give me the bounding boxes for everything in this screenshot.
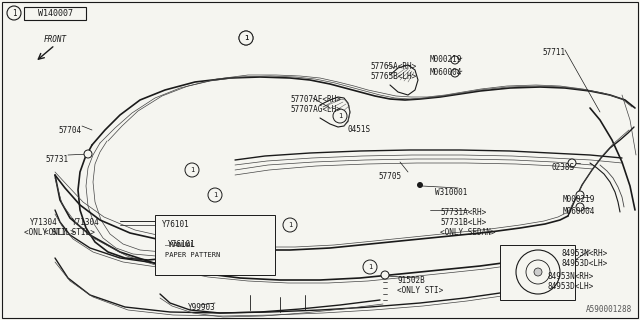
- Circle shape: [239, 31, 253, 45]
- Circle shape: [381, 271, 389, 279]
- Circle shape: [208, 188, 222, 202]
- Text: W140007: W140007: [38, 9, 72, 18]
- Circle shape: [84, 150, 92, 158]
- Text: 84953D<LH>: 84953D<LH>: [562, 259, 608, 268]
- Text: 57765B<LH>: 57765B<LH>: [370, 72, 416, 81]
- Circle shape: [576, 203, 584, 211]
- Text: 1: 1: [12, 9, 16, 18]
- Bar: [500, 245, 575, 300]
- Text: —MANUAL: —MANUAL: [165, 242, 195, 248]
- Text: 57707AG<LH>: 57707AG<LH>: [290, 105, 341, 114]
- Text: 84953N<RH>: 84953N<RH>: [562, 249, 608, 258]
- Text: FRONT: FRONT: [44, 35, 67, 44]
- Circle shape: [283, 218, 297, 232]
- Text: 57704: 57704: [58, 126, 81, 135]
- Text: Y71304: Y71304: [30, 218, 58, 227]
- Text: 0238S: 0238S: [552, 163, 575, 172]
- Text: M000219: M000219: [430, 55, 462, 64]
- Text: W310001: W310001: [435, 188, 467, 197]
- Circle shape: [451, 56, 459, 64]
- Text: 84953D<LH>: 84953D<LH>: [547, 282, 593, 291]
- Text: 57705: 57705: [378, 172, 401, 181]
- Circle shape: [333, 109, 347, 123]
- Text: 1: 1: [190, 167, 194, 173]
- Text: M060004: M060004: [430, 68, 462, 77]
- Text: 57765A<RH>: 57765A<RH>: [370, 62, 416, 71]
- Text: Y99903: Y99903: [188, 303, 216, 312]
- Circle shape: [576, 191, 584, 199]
- Text: 57731: 57731: [45, 155, 68, 164]
- Circle shape: [239, 31, 253, 45]
- Text: 91502B: 91502B: [397, 276, 425, 285]
- Circle shape: [417, 182, 423, 188]
- Circle shape: [7, 6, 21, 20]
- Text: A590001288: A590001288: [586, 305, 632, 314]
- Circle shape: [526, 260, 550, 284]
- Circle shape: [363, 260, 377, 274]
- Text: 1: 1: [338, 113, 342, 119]
- Circle shape: [534, 268, 542, 276]
- Text: M000219: M000219: [563, 195, 595, 204]
- Text: PAPER PATTERN: PAPER PATTERN: [165, 252, 220, 258]
- Text: Y71304: Y71304: [72, 218, 100, 227]
- Text: 84953N<RH>: 84953N<RH>: [547, 272, 593, 281]
- Circle shape: [451, 69, 459, 77]
- Text: 57731A<RH>: 57731A<RH>: [440, 208, 486, 217]
- Text: 57711: 57711: [542, 48, 565, 57]
- Circle shape: [568, 159, 576, 167]
- Text: Y76101: Y76101: [162, 220, 189, 229]
- Text: 1: 1: [244, 35, 248, 41]
- Text: 0451S: 0451S: [348, 125, 371, 134]
- Text: <ONLY STI>: <ONLY STI>: [397, 286, 444, 295]
- Text: 57707AF<RH>: 57707AF<RH>: [290, 95, 341, 104]
- Text: <ONLY SEDAN>: <ONLY SEDAN>: [440, 228, 495, 237]
- Circle shape: [516, 250, 560, 294]
- Text: 1: 1: [368, 264, 372, 270]
- Text: 1: 1: [244, 35, 248, 41]
- Text: Y76101: Y76101: [168, 240, 196, 249]
- Text: 57731B<LH>: 57731B<LH>: [440, 218, 486, 227]
- Bar: [155, 215, 275, 275]
- Circle shape: [185, 163, 199, 177]
- Bar: [24, 7, 86, 20]
- Text: <ONLY STIL>: <ONLY STIL>: [44, 228, 95, 237]
- Text: 1: 1: [213, 192, 217, 198]
- Text: 1: 1: [288, 222, 292, 228]
- Text: M060004: M060004: [563, 207, 595, 216]
- Text: <ONLY STIL>: <ONLY STIL>: [24, 228, 75, 237]
